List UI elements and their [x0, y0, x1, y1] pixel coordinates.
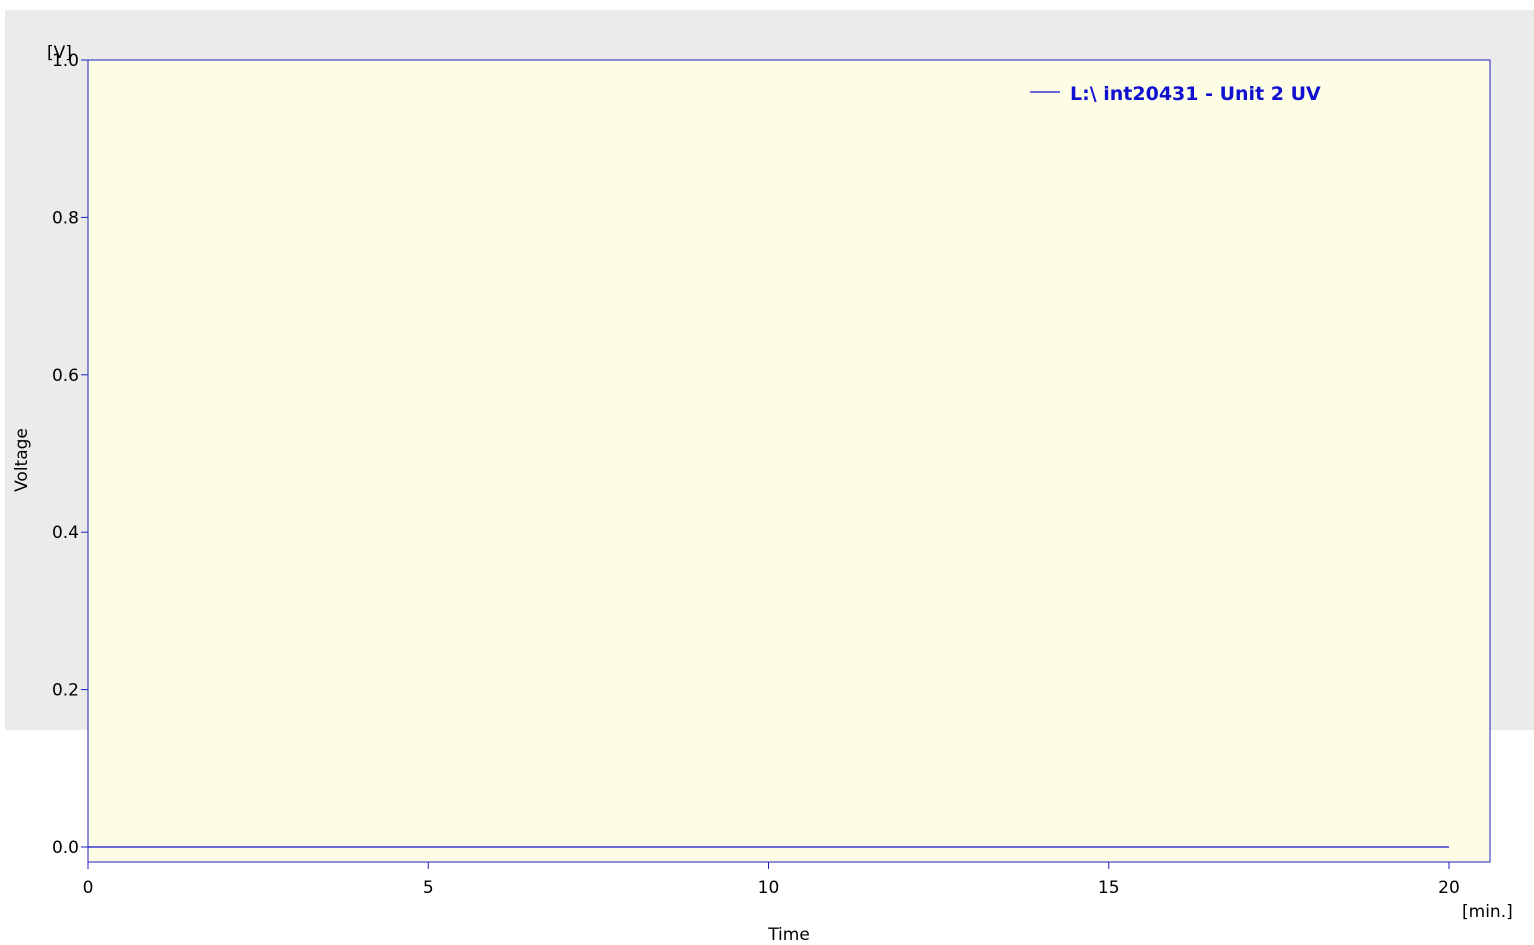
y-tick-label: 0.0	[52, 838, 79, 858]
x-tick-label: 5	[423, 878, 434, 898]
x-tick-label: 15	[1098, 878, 1120, 898]
y-tick-label: 0.4	[52, 523, 79, 543]
legend-label: L:\ int20431 - Unit 2 UV	[1070, 83, 1321, 105]
y-axis-title: Voltage	[12, 428, 32, 492]
y-unit-label: [V]	[47, 43, 72, 63]
legend: L:\ int20431 - Unit 2 UV	[1030, 83, 1321, 105]
y-axis-ticks: 0.0 0.2 0.4 0.6 0.8 1.0	[52, 51, 88, 858]
x-tick-label: 20	[1438, 878, 1460, 898]
x-axis-ticks: 0 5 10 15 20	[83, 862, 1460, 898]
y-tick-label: 0.8	[52, 208, 79, 228]
plot-area	[87, 59, 1491, 863]
x-tick-label: 0	[83, 878, 94, 898]
x-tick-label: 10	[758, 878, 780, 898]
x-unit-label: [min.]	[1462, 902, 1513, 922]
y-tick-label: 0.6	[52, 366, 79, 386]
y-tick-label: 1.0	[52, 51, 79, 71]
x-axis-title: Time	[767, 925, 810, 945]
y-tick-label: 0.2	[52, 681, 79, 701]
